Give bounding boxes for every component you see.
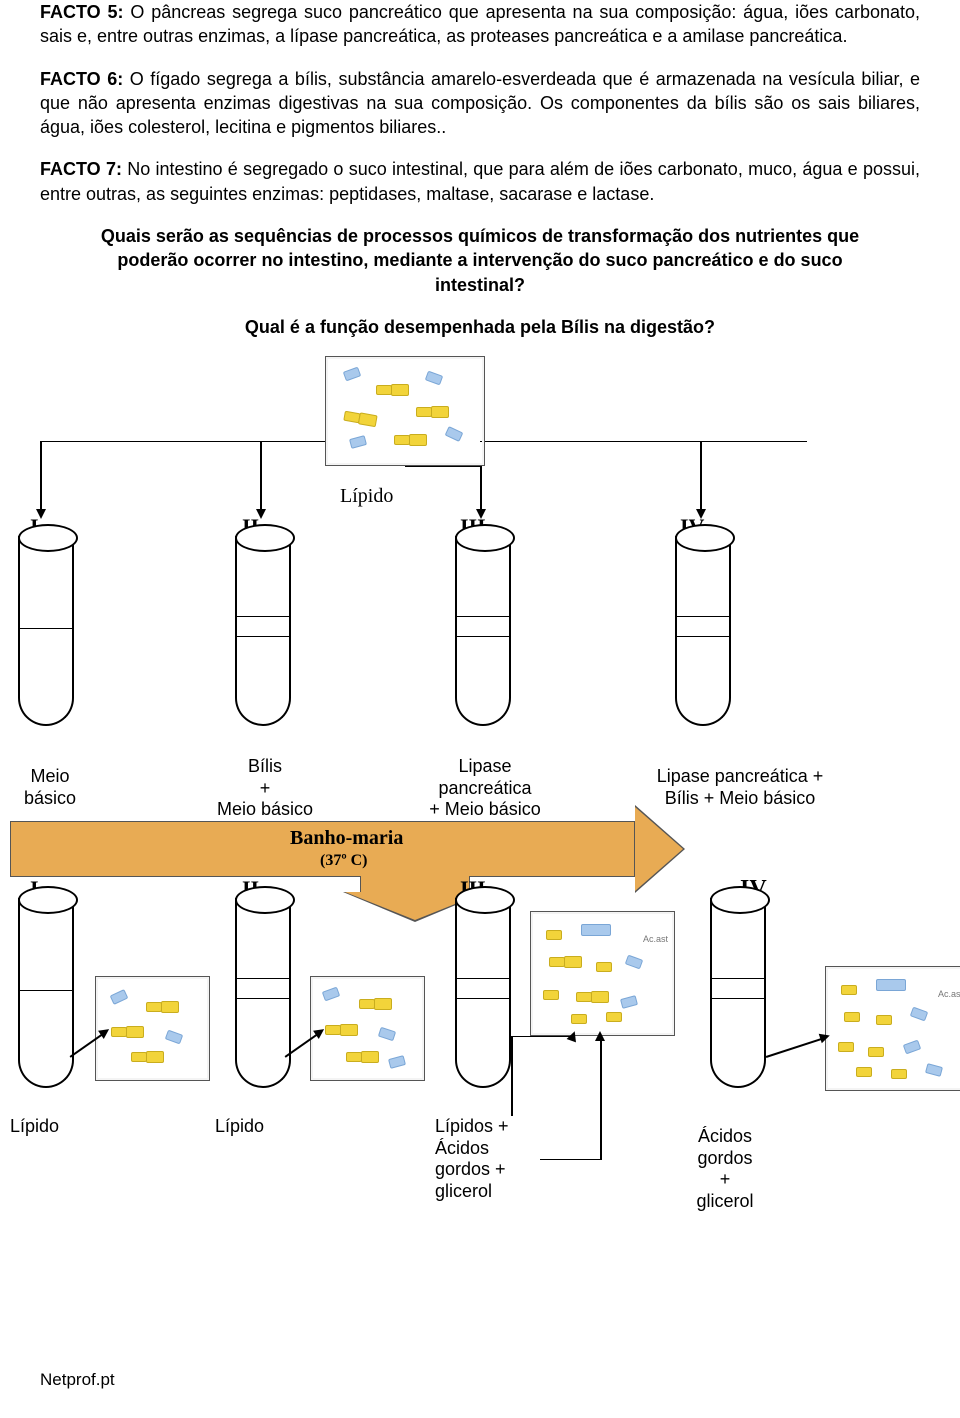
mol-icon [394, 435, 410, 445]
mol-icon [445, 426, 464, 442]
mol-icon [581, 924, 611, 936]
arrow-icon [595, 1031, 605, 1041]
mol-icon [111, 1027, 127, 1037]
lipid-box-1 [95, 976, 210, 1081]
mol-icon [425, 371, 443, 386]
mol-icon [543, 990, 559, 1000]
facto-7-label: FACTO 7: [40, 159, 122, 179]
banho-arrow-head [635, 807, 683, 891]
acid-box-3: Ac.ast [530, 911, 675, 1036]
acid-box-4: Ac.ast [825, 966, 960, 1091]
mol-icon [910, 1007, 928, 1022]
mol-icon [343, 411, 360, 424]
mol-icon [416, 407, 432, 417]
facto-6-text: O fígado segrega a bílis, substância ama… [40, 69, 920, 138]
connector-line [480, 466, 482, 511]
mol-icon [322, 987, 340, 1002]
label-b3: Lípidos +Ácidosgordos +glicerol [435, 1116, 555, 1202]
mol-icon [549, 957, 565, 967]
connector-line [260, 441, 262, 511]
connector-line [405, 466, 481, 468]
tube-2-top [235, 536, 291, 726]
mol-icon [844, 1012, 860, 1022]
mol-icon [388, 1055, 406, 1069]
mol-icon [165, 1030, 183, 1045]
mol-icon [876, 979, 906, 991]
facto-6-label: FACTO 6: [40, 69, 123, 89]
label-tube-2-top: Bílis+Meio básico [200, 756, 330, 821]
facto-5-label: FACTO 5: [40, 2, 124, 22]
tube-1-top [18, 536, 74, 726]
mol-icon [349, 435, 367, 449]
label-tube-1-top: Meiobásico [10, 766, 90, 809]
mol-icon [838, 1042, 854, 1052]
leader-line [600, 1036, 602, 1160]
arrow-icon [567, 1030, 580, 1043]
mol-icon [620, 995, 638, 1009]
lipid-box-top [325, 356, 485, 466]
mol-icon [596, 962, 612, 972]
label-tube-3-top: Lipasepancreática+ Meio básico [415, 756, 555, 821]
facto-5: FACTO 5: O pâncreas segrega suco pancreá… [40, 0, 920, 49]
banho-title: Banho-maria [290, 826, 403, 850]
mol-icon [343, 367, 361, 382]
mol-icon [856, 1067, 872, 1077]
tube-4-bot [710, 898, 766, 1088]
mol-icon [346, 1052, 362, 1062]
diagram: Lípido I II III IV Meiobásico Bílis+Meio… [40, 356, 920, 1296]
banho-temp: (37º C) [320, 851, 368, 870]
mol-icon [325, 1025, 341, 1035]
connector-line [485, 441, 805, 443]
tube-1-bot [18, 898, 74, 1088]
mol-icon [576, 992, 592, 1002]
mol-icon [903, 1040, 921, 1055]
connector-line [40, 441, 42, 511]
connector-line [805, 441, 807, 442]
mol-icon [876, 1015, 892, 1025]
connector-line [480, 441, 482, 442]
lipid-label-top: Lípido [340, 484, 393, 508]
mol-icon [359, 999, 375, 1009]
leader-line [511, 1036, 571, 1038]
acid-label: Ac.ast [643, 934, 668, 944]
label-b2: Lípido [215, 1116, 295, 1138]
facto-7: FACTO 7: No intestino é segregado o suco… [40, 157, 920, 206]
mol-icon [868, 1047, 884, 1057]
label-b4: Ácidosgordos+glicerol [665, 1126, 785, 1212]
tube-3-bot [455, 898, 511, 1088]
mol-icon [376, 385, 392, 395]
facto-6: FACTO 6: O fígado segrega a bílis, subst… [40, 67, 920, 140]
tube-4-top [675, 536, 731, 726]
acid-label: Ac.ast [938, 989, 960, 999]
mol-icon [571, 1014, 587, 1024]
footer: Netprof.pt [40, 1370, 115, 1390]
mol-icon [891, 1069, 907, 1079]
mol-icon [146, 1002, 162, 1012]
leader-line [511, 1036, 513, 1116]
leader-line [766, 1037, 824, 1057]
mol-icon [606, 1012, 622, 1022]
connector-line [40, 441, 325, 443]
tube-3-top [455, 536, 511, 726]
label-tube-4-top: Lipase pancreática +Bílis + Meio básico [625, 766, 855, 809]
mol-icon [841, 985, 857, 995]
mol-icon [925, 1063, 943, 1077]
facto-5-text: O pâncreas segrega suco pancreático que … [40, 2, 920, 46]
tube-2-bot [235, 898, 291, 1088]
connector-line [700, 441, 702, 511]
facto-7-text: No intestino é segregado o suco intestin… [40, 159, 920, 203]
mol-icon [110, 989, 129, 1005]
mol-icon [378, 1027, 396, 1041]
label-b1: Lípido [10, 1116, 90, 1138]
question-2: Qual é a função desempenhada pela Bílis … [40, 317, 920, 338]
mol-icon [546, 930, 562, 940]
lipid-box-2 [310, 976, 425, 1081]
mol-icon [625, 955, 643, 970]
question-1: Quais serão as sequências de processos q… [80, 224, 880, 297]
mol-icon [131, 1052, 147, 1062]
